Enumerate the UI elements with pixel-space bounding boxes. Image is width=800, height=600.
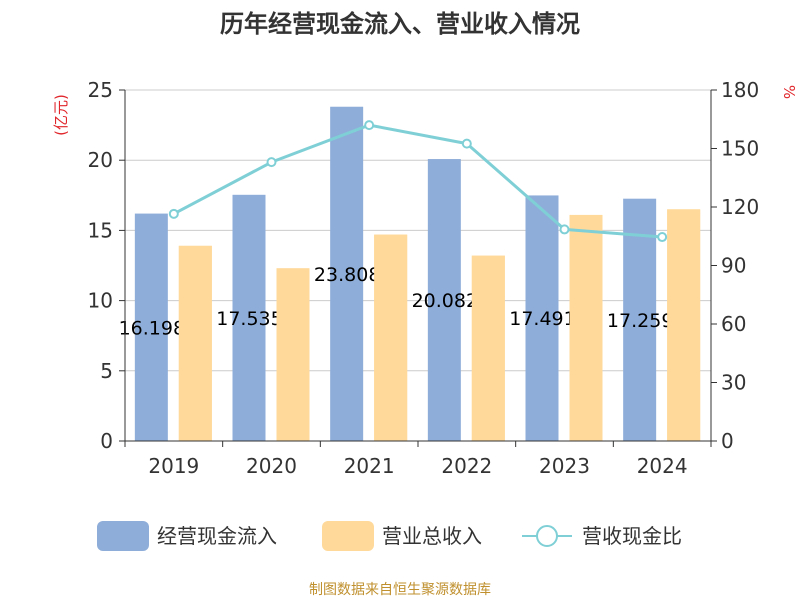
- bar-cash-inflow: [525, 195, 559, 441]
- legend-swatch-cash-inflow: [97, 521, 149, 551]
- legend-item-ratio[interactable]: 营收现金比: [522, 524, 682, 548]
- x-tick-label: 2020: [246, 454, 297, 478]
- bar-revenue-overlay: [471, 255, 505, 441]
- left-axis-unit: (亿元): [52, 94, 70, 136]
- data-label-cash-inflow: 17.491: [509, 308, 575, 330]
- x-tick-label: 2023: [539, 454, 590, 478]
- right-tick-label: 60: [721, 312, 746, 336]
- ratio-point: [559, 224, 570, 235]
- ratio-point: [364, 120, 375, 131]
- data-label-cash-inflow: 17.259: [607, 310, 673, 332]
- x-tick-label: 2022: [441, 454, 492, 478]
- right-tick-label: 90: [721, 254, 746, 278]
- data-label-cash-inflow: 20.082: [412, 290, 478, 312]
- x-tick-label: 2021: [344, 454, 395, 478]
- right-tick-label: 180: [721, 78, 759, 102]
- bar-revenue-overlay: [569, 214, 603, 441]
- legend-label-cash-inflow: 经营现金流入: [157, 524, 277, 548]
- bars: [134, 106, 701, 442]
- right-tick-label: 30: [721, 371, 746, 395]
- ratio-point: [168, 208, 179, 219]
- bar-cash-inflow: [232, 194, 266, 441]
- axes: [124, 90, 712, 442]
- legend-marker-ratio: [536, 525, 558, 547]
- data-label-cash-inflow: 23.808: [314, 264, 380, 286]
- ratio-point: [266, 157, 277, 168]
- bar-revenue-overlay: [178, 245, 212, 441]
- left-tick-label: 15: [88, 218, 113, 242]
- bar-revenue-overlay: [667, 209, 701, 441]
- legend-label-revenue: 营业总收入: [382, 524, 482, 548]
- legend: 经营现金流入 营业总收入 营收现金比: [97, 521, 682, 551]
- data-label-cash-inflow: 16.198: [119, 317, 185, 339]
- legend-label-ratio: 营收现金比: [582, 524, 682, 548]
- ratio-point: [461, 138, 472, 149]
- left-tick-label: 25: [88, 78, 113, 102]
- legend-item-cash-inflow[interactable]: 经营现金流入: [97, 521, 277, 551]
- bar-cash-inflow: [623, 198, 657, 441]
- legend-item-revenue[interactable]: 营业总收入: [322, 521, 482, 551]
- right-tick-label: 150: [721, 137, 759, 161]
- right-axis-unit: %: [780, 85, 798, 99]
- data-labels: 16.198 17.535 23.808 20.082 17.491 17.259: [119, 264, 674, 339]
- left-tick-label: 5: [100, 359, 113, 383]
- revenue-bar-overlay: [178, 209, 701, 441]
- left-tick-label: 20: [88, 148, 113, 172]
- ratio-line: [168, 120, 668, 243]
- legend-swatch-revenue: [322, 521, 374, 551]
- bar-revenue-overlay: [374, 234, 408, 441]
- bar-cash-inflow: [427, 159, 461, 442]
- x-axis-ticks: 2019 2020 2021 2022 2023 2024: [124, 441, 712, 478]
- grid-lines: [125, 89, 711, 372]
- bar-revenue-overlay: [276, 268, 310, 441]
- right-tick-label: 0: [721, 429, 734, 453]
- left-tick-label: 10: [88, 289, 113, 313]
- bar-cash-inflow: [330, 106, 364, 441]
- x-tick-label: 2024: [637, 454, 688, 478]
- ratio-point: [657, 232, 668, 243]
- chart-title: 历年经营现金流入、营业收入情况: [220, 10, 580, 38]
- right-tick-label: 120: [721, 195, 759, 219]
- left-tick-label: 0: [100, 429, 113, 453]
- data-label-cash-inflow: 17.535: [216, 308, 282, 330]
- bar-cash-inflow: [134, 213, 168, 441]
- x-tick-label: 2019: [148, 454, 199, 478]
- data-source: 制图数据来自恒生聚源数据库: [309, 582, 491, 598]
- ratio-line-path: [173, 123, 663, 239]
- right-axis-ticks: 0 30 60 90 120 150 180: [711, 78, 759, 453]
- left-axis-ticks: 0 5 10 15 20 25: [88, 78, 125, 453]
